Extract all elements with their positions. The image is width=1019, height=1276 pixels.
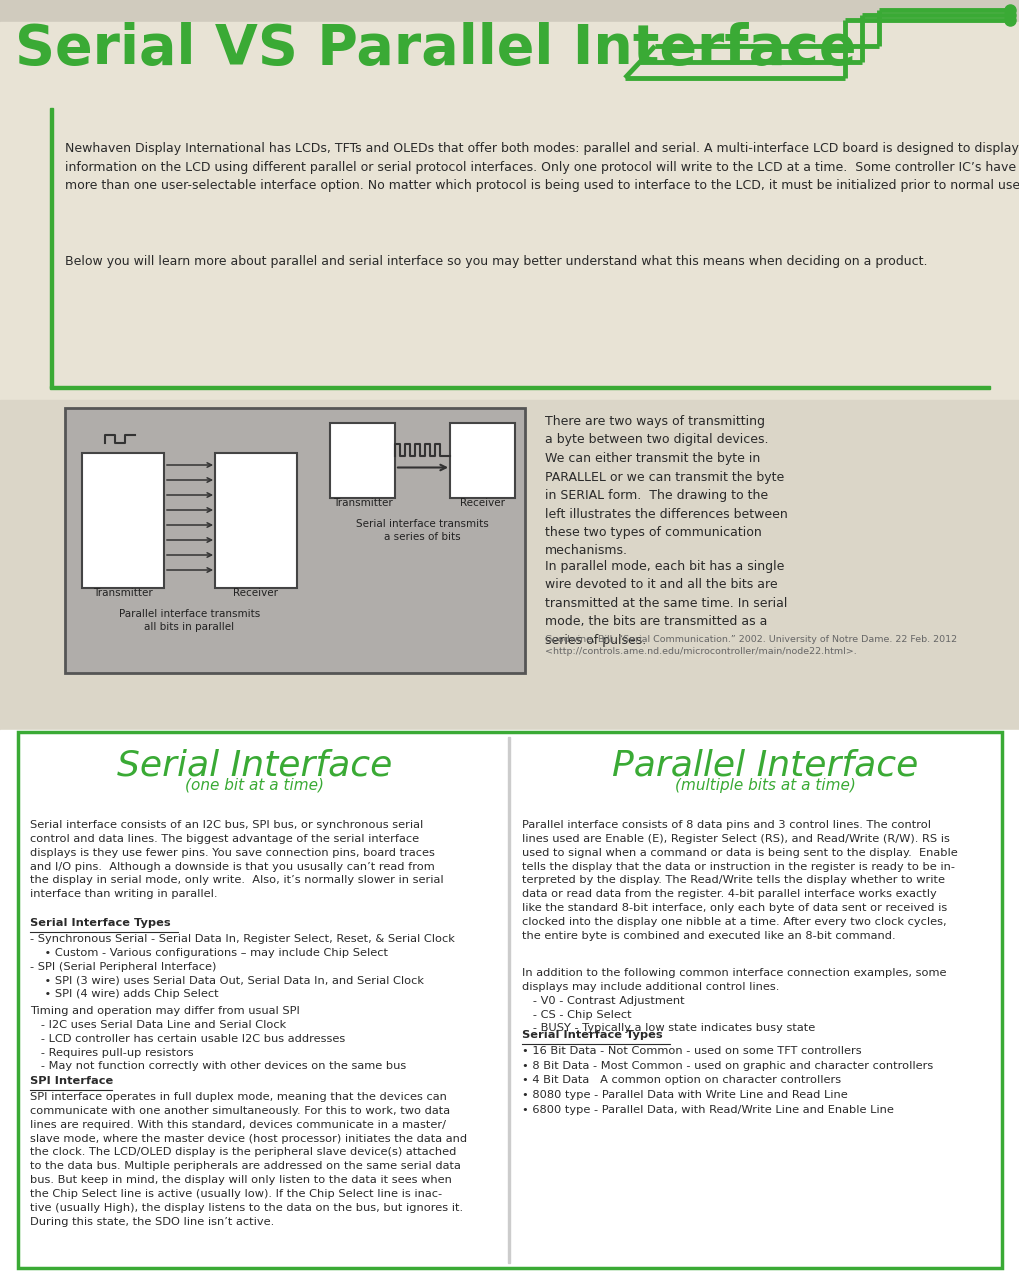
Text: Timing and operation may differ from usual SPI
   - I2C uses Serial Data Line an: Timing and operation may differ from usu… xyxy=(30,1005,406,1072)
Text: In parallel mode, each bit has a single
wire devoted to it and all the bits are
: In parallel mode, each bit has a single … xyxy=(544,560,787,647)
Text: Newhaven Display International has LCDs, TFTs and OLEDs that offer both modes: p: Newhaven Display International has LCDs,… xyxy=(65,142,1019,191)
Text: In addition to the following common interface connection examples, some
displays: In addition to the following common inte… xyxy=(522,968,946,1034)
Text: Receiver: Receiver xyxy=(460,498,504,508)
Bar xyxy=(0,730,1019,1276)
Bar xyxy=(0,690,1019,730)
Text: Transmitter: Transmitter xyxy=(93,588,153,598)
Bar xyxy=(65,408,525,672)
Bar xyxy=(50,108,53,388)
Bar xyxy=(82,453,164,588)
Text: Parallel interface consists of 8 data pins and 3 control lines. The control
line: Parallel interface consists of 8 data pi… xyxy=(522,820,957,940)
Bar xyxy=(50,387,989,389)
Text: Transmitter: Transmitter xyxy=(332,498,392,508)
Bar xyxy=(507,738,510,1263)
Text: SPI Interface: SPI Interface xyxy=(30,1076,113,1086)
Text: SPI interface operates in full duplex mode, meaning that the devices can
communi: SPI interface operates in full duplex mo… xyxy=(30,1092,467,1226)
Text: Below you will learn more about parallel and serial interface so you may better : Below you will learn more about parallel… xyxy=(65,255,926,268)
Text: Serial Interface Types: Serial Interface Types xyxy=(522,1030,662,1040)
Bar xyxy=(0,0,1019,22)
Text: • 16 Bit Data - Not Common - used on some TFT controllers
• 8 Bit Data - Most Co: • 16 Bit Data - Not Common - used on som… xyxy=(522,1046,932,1114)
Text: Serial Interface: Serial Interface xyxy=(117,748,392,782)
Text: (one bit at a time): (one bit at a time) xyxy=(185,778,324,792)
Bar xyxy=(18,732,1001,1268)
Text: Parallel interface transmits
all bits in parallel: Parallel interface transmits all bits in… xyxy=(119,609,260,632)
Text: - Synchronous Serial - Serial Data In, Register Select, Reset, & Serial Clock
  : - Synchronous Serial - Serial Data In, R… xyxy=(30,934,454,999)
Bar xyxy=(215,453,297,588)
Bar xyxy=(449,424,515,498)
Text: Serial Interface Types: Serial Interface Types xyxy=(30,917,170,928)
Text: (multiple bits at a time): (multiple bits at a time) xyxy=(674,778,855,792)
Text: Serial interface consists of an I2C bus, SPI bus, or synchronous serial
control : Serial interface consists of an I2C bus,… xyxy=(30,820,443,900)
Bar xyxy=(0,399,1019,690)
Text: Parallel Interface: Parallel Interface xyxy=(611,748,917,782)
Text: Serial interface transmits
a series of bits: Serial interface transmits a series of b… xyxy=(356,519,488,542)
Text: Goodwine, Bill. “Serial Communication.” 2002. University of Notre Dame. 22 Feb. : Goodwine, Bill. “Serial Communication.” … xyxy=(544,635,956,656)
Text: There are two ways of transmitting
a byte between two digital devices.
We can ei: There are two ways of transmitting a byt… xyxy=(544,415,787,558)
Text: Serial VS Parallel Interface: Serial VS Parallel Interface xyxy=(15,22,856,77)
Text: Receiver: Receiver xyxy=(233,588,278,598)
Bar xyxy=(0,22,1019,399)
Bar xyxy=(330,424,394,498)
